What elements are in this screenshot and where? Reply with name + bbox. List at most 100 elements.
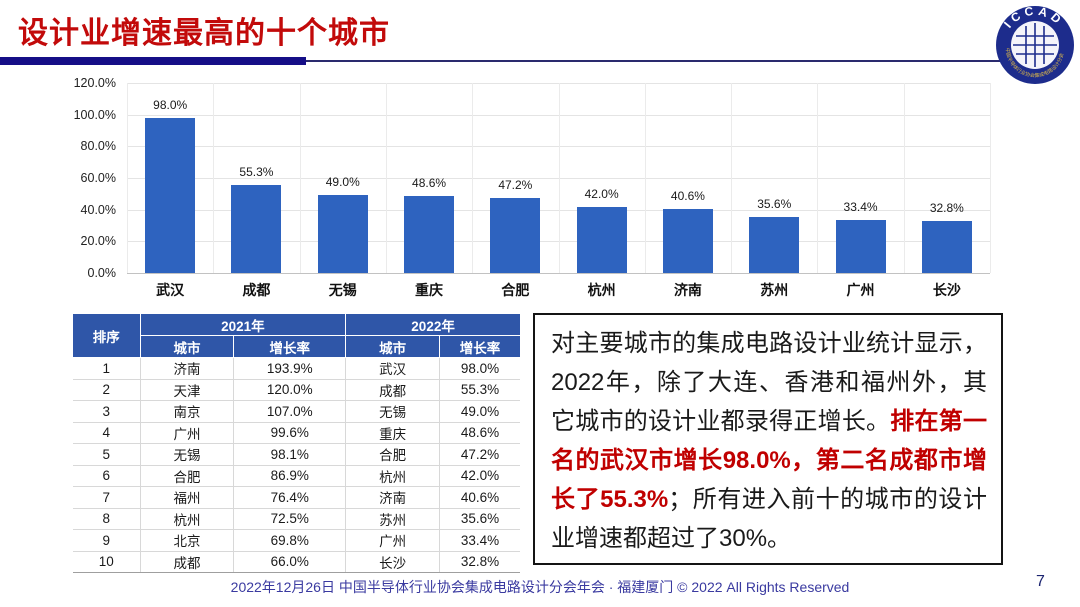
vertical-gridline — [731, 83, 733, 273]
bar-无锡 — [317, 195, 368, 273]
vertical-gridline — [990, 83, 991, 273]
growth-2021-cell: 72.5% — [233, 507, 347, 530]
rank-cell: 9 — [73, 529, 141, 551]
vertical-gridline — [903, 83, 905, 273]
table-row: 8 杭州 72.5% 苏州 35.6% — [73, 507, 520, 530]
analysis-text-box: 对主要城市的集成电路设计业统计显示，2022年，除了大连、香港和福州外，其它城市… — [533, 313, 1003, 565]
bar-value-label: 32.8% — [929, 201, 964, 216]
rank-cell: 2 — [73, 378, 141, 401]
bar-重庆 — [404, 196, 455, 273]
y-axis-tick-label: 40.0% — [80, 202, 116, 217]
y-axis-tick-label: 100.0% — [73, 107, 116, 122]
city-2021-cell: 广州 — [139, 421, 235, 444]
y-axis-tick-label: 120.0% — [73, 76, 116, 90]
bar-value-label: 42.0% — [584, 186, 619, 201]
rank-cell: 10 — [73, 550, 141, 573]
chart-y-axis: 120.0% 100.0% 80.0% 60.0% 40.0% 20.0% 0.0% — [50, 76, 116, 286]
city-2022-cell: 济南 — [345, 486, 441, 508]
iccad-logo: ICCAD 中国半导体行业协会集成电路设计分会 — [996, 4, 1074, 84]
city-2022-cell: 杭州 — [345, 464, 441, 487]
category-label: 长沙 — [932, 282, 961, 298]
analysis-text-emphasis: 排在第一名的武汉市增长98.0%，第二名成都市增长了55.3% — [551, 408, 988, 513]
city-2022-cell: 合肥 — [345, 443, 441, 465]
category-label: 合肥 — [501, 282, 530, 298]
bar-value-label: 48.6% — [412, 176, 447, 191]
category-label: 重庆 — [415, 282, 444, 298]
y-axis-tick-label: 20.0% — [80, 234, 116, 249]
city-2021-cell: 杭州 — [139, 507, 235, 530]
city-2022-cell: 广州 — [345, 529, 441, 551]
growth-2021-cell: 107.0% — [233, 400, 347, 422]
city-2022-cell: 长沙 — [345, 550, 441, 573]
growth-column-header: 增长率 — [233, 335, 347, 358]
page-number: 7 — [1036, 573, 1045, 590]
y-axis-tick-label: 80.0% — [80, 139, 116, 154]
category-label: 成都 — [242, 282, 271, 298]
analysis-text: ；所有进入前十的城市的设计业增速都超过了30%。 — [551, 486, 987, 552]
bar-value-label: 47.2% — [498, 178, 533, 193]
rank-cell: 8 — [73, 507, 141, 530]
vertical-gridline — [385, 83, 387, 273]
city-column-header: 城市 — [345, 335, 441, 358]
vertical-gridline — [817, 83, 819, 273]
city-2022-cell: 成都 — [345, 378, 441, 401]
ranking-table: 排序 2021年 2022年 城市 增长率 城市 增长率 1 济南 193.9% 武汉… — [73, 313, 520, 573]
growth-2022-cell: 35.6% — [439, 507, 520, 530]
table-row: 10 成都 66.0% 长沙 32.8% — [73, 550, 520, 573]
category-label: 无锡 — [328, 282, 357, 298]
growth-2022-cell: 55.3% — [439, 378, 520, 401]
growth-2021-cell: 69.8% — [233, 529, 347, 551]
growth-column-header: 增长率 — [439, 335, 520, 358]
city-2022-cell: 苏州 — [345, 507, 441, 530]
rank-cell: 6 — [73, 464, 141, 487]
growth-2021-cell: 86.9% — [233, 464, 347, 487]
bar-value-label: 40.6% — [670, 188, 705, 203]
growth-2021-cell: 66.0% — [233, 550, 347, 573]
bar-苏州 — [749, 216, 800, 273]
city-2022-cell: 无锡 — [345, 400, 441, 422]
bar-value-label: 35.6% — [757, 196, 792, 211]
bar-value-label: 49.0% — [325, 175, 360, 190]
growth-2022-cell: 32.8% — [439, 550, 520, 573]
growth-2021-cell: 193.9% — [233, 357, 347, 379]
table-row: 6 合肥 86.9% 杭州 42.0% — [73, 464, 520, 487]
y-axis-tick-label: 0.0% — [87, 266, 117, 280]
growth-2022-cell: 49.0% — [439, 400, 520, 422]
growth-2022-cell: 42.0% — [439, 464, 520, 487]
vertical-gridline — [472, 83, 474, 273]
city-2022-cell: 武汉 — [345, 357, 441, 379]
bar-合肥 — [490, 198, 541, 273]
growth-2022-cell: 40.6% — [439, 486, 520, 508]
table-row: 9 北京 69.8% 广州 33.4% — [73, 529, 520, 551]
vertical-gridline — [213, 83, 215, 273]
rank-cell: 3 — [73, 400, 141, 422]
growth-2021-cell: 98.1% — [233, 443, 347, 465]
chart-plot-area: 98.0% 55.3% 49.0% 48.6% 47.2% 42.0% 40.6% 35.6%… — [127, 83, 991, 274]
city-2022-cell: 重庆 — [345, 421, 441, 444]
vertical-gridline — [558, 83, 560, 273]
city-2021-cell: 无锡 — [139, 443, 235, 465]
city-2021-cell: 南京 — [139, 400, 235, 422]
city-2021-cell: 成都 — [139, 550, 235, 573]
page-title: 设计业增速最高的十个城市 — [18, 17, 390, 50]
growth-2022-cell: 33.4% — [439, 529, 520, 551]
rank-cell: 4 — [73, 421, 141, 444]
growth-2022-cell: 98.0% — [439, 357, 520, 379]
table-row: 1 济南 193.9% 武汉 98.0% — [73, 357, 520, 379]
bar-value-label: 55.3% — [239, 165, 274, 180]
table-row: 5 无锡 98.1% 合肥 47.2% — [73, 443, 520, 465]
growth-2021-cell: 76.4% — [233, 486, 347, 508]
vertical-gridline — [644, 83, 646, 273]
year-2022-header: 2022年 — [345, 313, 520, 336]
title-underline-thin — [306, 60, 1006, 62]
vertical-gridline — [127, 83, 128, 273]
year-2021-header: 2021年 — [139, 313, 347, 336]
rank-column-header: 排序 — [73, 313, 141, 358]
category-label: 武汉 — [156, 282, 185, 298]
bar-成都 — [231, 185, 282, 273]
category-label: 广州 — [846, 282, 875, 298]
rank-cell: 5 — [73, 443, 141, 465]
growth-2022-cell: 47.2% — [439, 443, 520, 465]
category-label: 济南 — [673, 282, 702, 298]
